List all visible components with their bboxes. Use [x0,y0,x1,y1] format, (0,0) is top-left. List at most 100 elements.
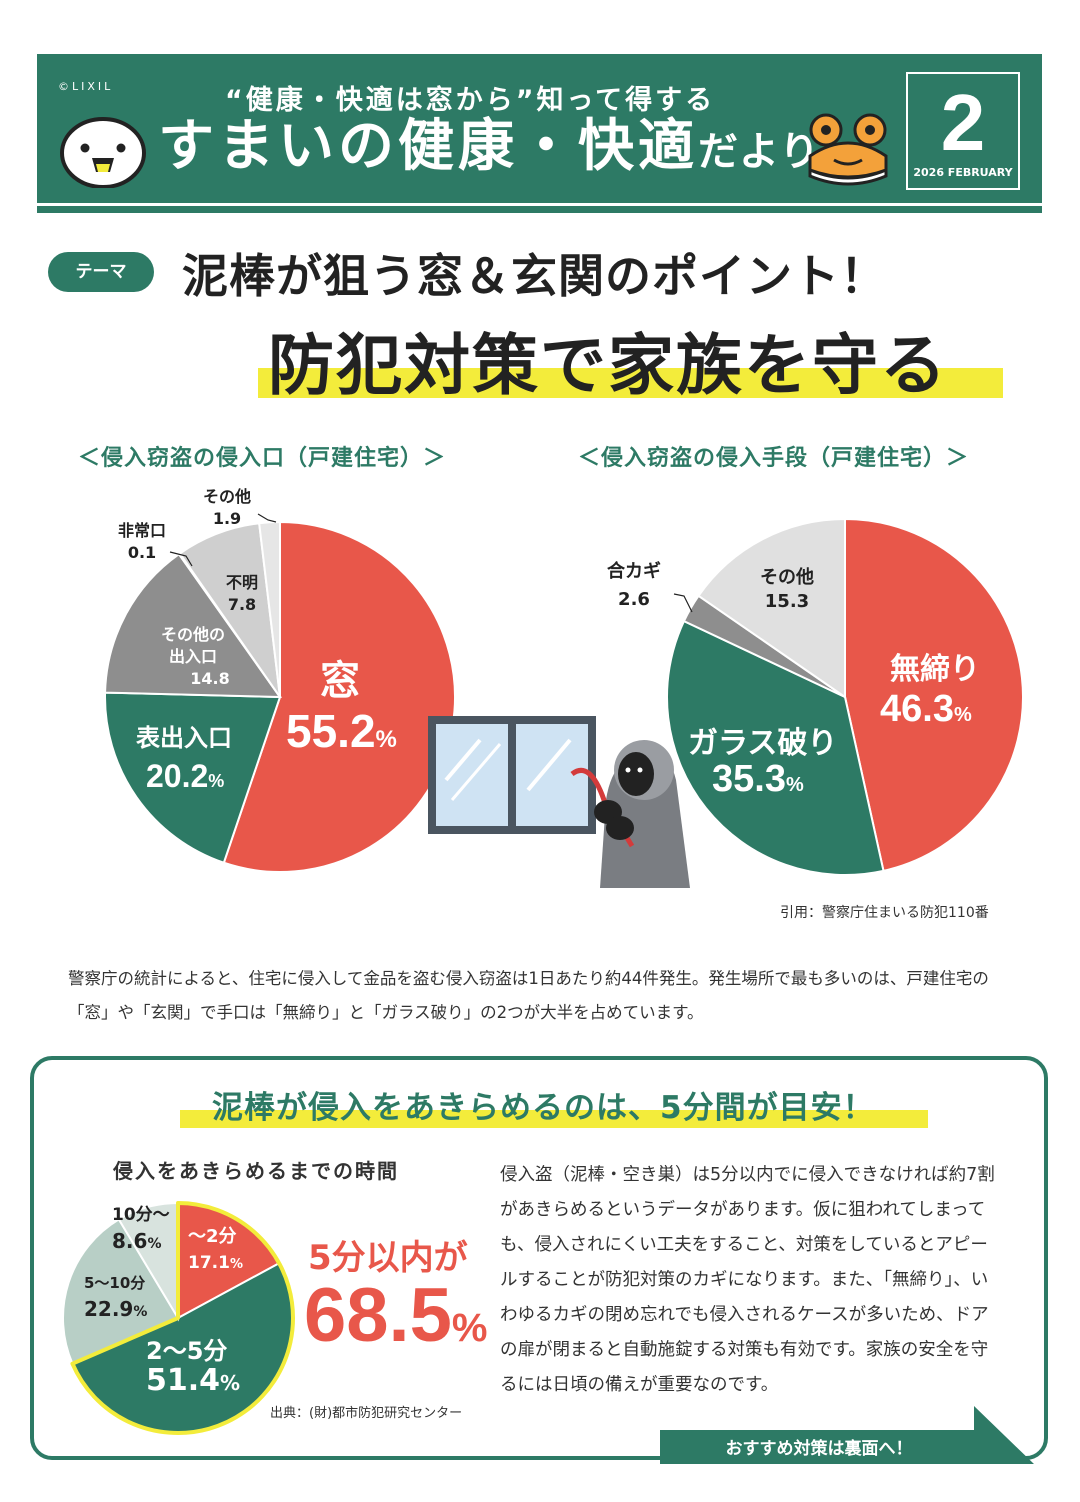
c2-label-glass: ガラス破り [688,726,838,761]
c2-glass-value: 35.3 [712,758,786,800]
theme-tag: テーマ [48,252,154,292]
pie-chart-entry-methods [666,517,1024,876]
pie3-highlight-outline [70,1201,295,1435]
c1-emergency-value: 0.1 [127,543,157,562]
info-body-text: 侵入盗（泥棒・空き巣）は5分以内でに侵入できなければ約7割があきらめるというデー… [500,1165,995,1395]
c1-other-door-line1: その他の [160,625,225,644]
c3-label-2to5: 2〜5分 51.4% [146,1336,240,1398]
chart2-title: ＜侵入窃盗の侵入手段（戸建住宅）＞ [578,446,970,471]
c1-front-value: 20.2 [146,758,209,794]
c2-key-name: 合カギ [607,561,661,582]
pie2-slice-3 [697,517,846,699]
c3-lt2-value: 17.1 [188,1253,230,1273]
c1-label-front: 表出入口 [136,724,232,752]
highlight-lead: 5分以内が [308,1238,468,1278]
c3-2to5-pct: 51.4% [146,1366,240,1398]
header-title: すまいの健康・快適だより [158,114,820,185]
info-box [30,1056,1048,1460]
pie-chart-give-up-time [62,1201,295,1435]
c1-other-door-value: 14.8 [190,669,230,688]
c2-glass-unit: % [785,774,804,796]
c1-window-value: 55.2 [286,705,376,757]
c1-unknown-name: 不明 [225,573,258,592]
c1-window-unit: % [375,726,397,753]
c2-label-unlocked-pct: 46.3% [880,688,972,731]
c3-2to5-unit: % [220,1371,241,1395]
header-subtitle: “健康・快適は窓から”知って得する [225,85,716,116]
next-page-link[interactable]: おすすめ対策は裏面へ！ [725,1439,913,1459]
c3-lt2-unit: % [229,1257,243,1272]
pie-chart-entry-points [104,513,456,873]
theme-title: 防犯対策で家族を守る [268,327,948,404]
c3-10plus-name: 10分〜 [112,1205,170,1225]
c3-5to10-name: 5〜10分 [84,1274,146,1292]
c3-label-10plus: 10分〜 8.6% [112,1202,170,1257]
pie2-slice-1 [666,619,885,876]
c3-5to10-pct: 22.9% [84,1296,147,1325]
c1-label-unknown: 不明 7.8 [222,572,262,616]
pie2-slice-0 [844,517,1024,872]
c3-lt2-name: 〜2分 [188,1226,237,1247]
c3-2to5-name: 2〜5分 [146,1337,228,1365]
highlight-value: 68.5 [304,1273,452,1358]
header-bottom-rule [37,203,1042,213]
c2-label-unlocked: 無締り [890,652,980,687]
c1-other-value: 1.9 [212,509,242,528]
highlight-percent: 68.5% [304,1272,488,1359]
issue-box: 2 2026 FEBRUARY [906,72,1020,190]
c1-emergency-name: 非常口 [117,521,166,540]
pie3-slice-2 [62,1218,180,1365]
c3-label-5to10: 5〜10分 22.9% [84,1270,147,1325]
c3-lt2-pct: 17.1% [188,1250,243,1278]
c1-label-window: 窓 [320,658,360,704]
c2-other-name: その他 [760,567,814,588]
c1-label-emergency: 非常口 0.1 [112,520,172,564]
c1-label-window-pct: 55.2% [286,704,397,758]
window-illustration [428,716,596,834]
next-page-tab[interactable] [656,1404,1036,1468]
header-title-main: すまいの健康・快適 [158,114,698,179]
c2-key-value: 2.6 [618,589,650,610]
c2-unlocked-unit: % [953,704,972,726]
c1-front-unit: % [208,771,225,791]
c3-10plus-value: 8.6 [112,1229,148,1253]
frog-mascot-icon [808,113,888,186]
header-title-suffix: だより [698,129,821,175]
c3-label-lt2: 〜2分 17.1% [188,1224,243,1278]
c2-other-value: 15.3 [764,591,810,612]
pie1-leader-line-1 [169,551,193,567]
pie1-slice-1 [104,691,282,865]
chart1-title: ＜侵入窃盗の侵入口（戸建住宅）＞ [78,446,447,471]
pie2-leader-line [673,593,693,613]
c2-label-glass-pct: 35.3% [712,758,804,801]
c3-2to5-value: 51.4 [146,1363,221,1398]
theme-headline: 泥棒が狙う窓＆玄関のポイント！ [182,249,887,303]
issue-date: 2026 FEBRUARY [913,166,1013,179]
info-title: 泥棒が侵入をあきらめるのは、5分間が目安！ [212,1090,875,1126]
c2-label-key: 合カギ 2.6 [604,558,664,614]
header-top-rule [37,54,1042,58]
pie1-slice-2 [104,552,282,699]
chart-source: 引用：警察庁住まいる防犯110番 [780,905,989,921]
c3-10plus-unit: % [147,1236,162,1252]
c1-other-door-line2: 出入口 [168,647,217,666]
issue-number: 2 [940,78,986,167]
c1-label-front-pct: 20.2% [146,758,224,795]
c1-other-name: その他 [202,487,251,506]
c3-5to10-unit: % [133,1304,148,1320]
burglar-illustration [570,740,690,888]
c1-unknown-value: 7.8 [227,595,257,614]
c2-label-other: その他 15.3 [752,566,822,614]
info-source: 出典：(財)都市防犯研究センター [270,1406,463,1421]
c3-5to10-value: 22.9 [84,1297,134,1321]
chart3-title: 侵入をあきらめるまでの時間 [113,1159,399,1183]
bird-mascot-icon [60,117,146,188]
theme-highlight [258,368,1003,398]
pie1-leader-line-0 [257,513,277,523]
c1-label-other: その他 1.9 [196,486,258,530]
c2-unlocked-value: 46.3 [880,688,954,730]
info-title-highlight [180,1110,928,1128]
highlight-unit: % [451,1306,488,1350]
description-text: 警察庁の統計によると、住宅に侵入して金品を盗む侵入窃盗は1日あたり約44件発生。… [68,969,989,1022]
